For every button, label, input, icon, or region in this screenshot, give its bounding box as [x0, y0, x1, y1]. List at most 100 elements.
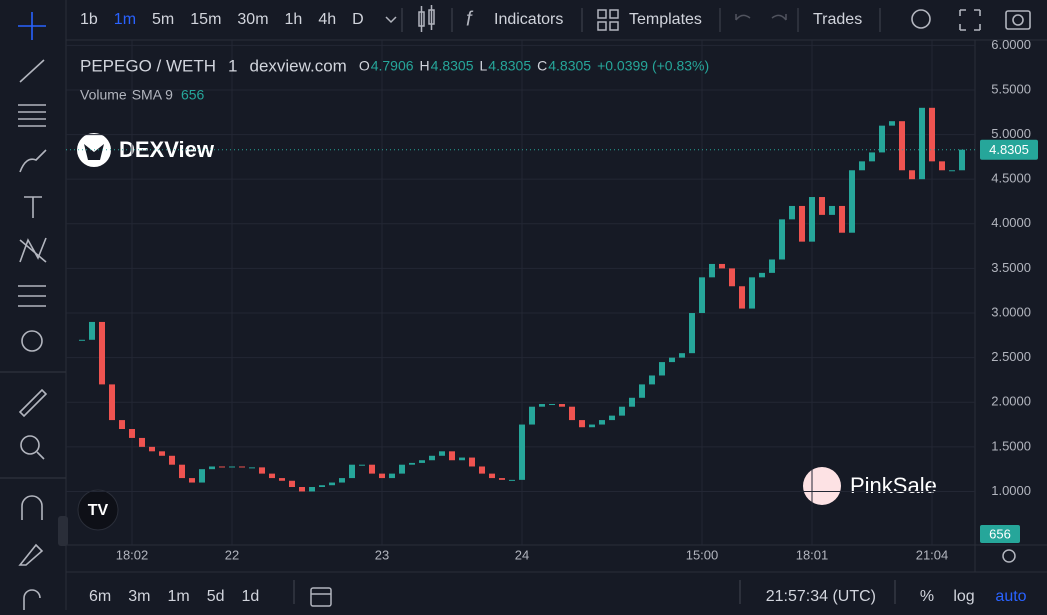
trades-button[interactable]: Trades: [813, 11, 862, 28]
crosshair-tool[interactable]: [18, 12, 46, 40]
indicators-button[interactable]: Indicators: [494, 11, 563, 28]
fib-tool[interactable]: [18, 104, 46, 127]
settings-button[interactable]: [911, 9, 931, 29]
volume-axis-label: 656: [989, 526, 1011, 541]
legend-c-label: C: [537, 58, 547, 74]
pattern-tool[interactable]: [19, 237, 47, 263]
candle: [729, 268, 735, 287]
candle: [379, 473, 385, 479]
interval-button[interactable]: 1h: [285, 11, 303, 28]
range-button[interactable]: 6m: [89, 588, 111, 605]
x-tick-label: 22: [225, 547, 239, 562]
candle: [529, 406, 535, 425]
candle: [489, 473, 495, 479]
undo-button[interactable]: [735, 14, 751, 21]
legend-symbol: PEPEGO / WETH: [80, 56, 216, 75]
interval-button[interactable]: 4h: [318, 11, 336, 28]
trendline-tool[interactable]: [19, 59, 45, 83]
candle: [619, 406, 625, 416]
legend-o-label: O: [359, 58, 370, 74]
interval-dropdown[interactable]: [385, 16, 397, 24]
candle: [929, 107, 935, 162]
legend-low: 4.8305: [488, 58, 531, 74]
tv-logo-text: TV: [88, 502, 109, 519]
y-tick-label: 4.5000: [991, 171, 1031, 186]
y-tick-label: 5.5000: [991, 81, 1031, 96]
candle: [599, 420, 605, 425]
candle: [879, 125, 885, 153]
pinksale-watermark: PinkSale: [850, 473, 937, 498]
legend-volume-label: Volume: [80, 87, 127, 103]
text-tool[interactable]: [24, 196, 42, 218]
interval-button[interactable]: D: [352, 11, 364, 28]
log-toggle[interactable]: log: [953, 588, 974, 605]
fullscreen-button[interactable]: [959, 9, 981, 31]
candle: [539, 404, 545, 407]
candle: [549, 404, 555, 406]
candle: [789, 205, 795, 220]
collapse-button[interactable]: [58, 516, 68, 546]
candle: [659, 362, 665, 376]
chart-type-button[interactable]: [418, 5, 435, 32]
snapshot-button[interactable]: [1005, 10, 1031, 30]
magnet-tool[interactable]: [21, 495, 43, 520]
range-button[interactable]: 5d: [207, 588, 225, 605]
candle: [819, 197, 825, 215]
candle: [509, 479, 515, 481]
candle: [259, 467, 265, 474]
candle: [349, 464, 355, 479]
y-tick-label: 1.0000: [991, 483, 1031, 498]
axis-settings[interactable]: [1002, 549, 1016, 563]
y-tick-label: 5.0000: [991, 126, 1031, 141]
candle: [179, 464, 185, 479]
candle: [269, 473, 275, 479]
zoom-tool[interactable]: [20, 435, 45, 460]
percent-toggle[interactable]: %: [920, 588, 934, 605]
prediction-tool[interactable]: [18, 285, 46, 307]
candle: [309, 487, 315, 492]
brush-tool[interactable]: [19, 149, 47, 173]
candle: [149, 446, 155, 452]
redo-button[interactable]: [771, 14, 787, 21]
templates-button[interactable]: Templates: [629, 11, 702, 28]
date-range-button[interactable]: [310, 587, 332, 607]
candle: [719, 263, 725, 269]
candle: [759, 272, 765, 278]
candle: [189, 478, 195, 483]
lock-tool[interactable]: [23, 589, 41, 610]
candle: [519, 424, 525, 480]
interval-button[interactable]: 5m: [152, 11, 174, 28]
legend-volume-value: 656: [181, 87, 205, 103]
left-toolbar: [0, 12, 66, 610]
dexview-logo: [84, 144, 104, 160]
candle: [869, 152, 875, 162]
x-tick-label: 24: [515, 547, 529, 562]
candle: [849, 170, 855, 233]
auto-toggle[interactable]: auto: [995, 588, 1026, 605]
candle: [809, 197, 815, 242]
range-button[interactable]: 1d: [242, 588, 260, 605]
legend-volume-sma: SMA 9: [132, 87, 173, 103]
emoji-tool[interactable]: [21, 330, 43, 352]
candle: [369, 464, 375, 474]
last-price-box: [980, 139, 1038, 160]
candle: [839, 205, 845, 233]
candle: [119, 420, 125, 430]
interval-button[interactable]: 1b: [80, 11, 98, 28]
legend-open: 4.7906: [371, 58, 414, 74]
candle: [329, 482, 335, 486]
range-button[interactable]: 3m: [128, 588, 150, 605]
candle: [299, 487, 305, 492]
interval-button[interactable]: 1m: [114, 11, 136, 28]
candle: [749, 277, 755, 309]
candle: [439, 451, 445, 456]
interval-button[interactable]: 15m: [190, 11, 221, 28]
range-button[interactable]: 1m: [167, 588, 189, 605]
lock-draw-tool[interactable]: [18, 543, 44, 566]
pinksale-logo: [803, 467, 841, 505]
ruler-tool[interactable]: [18, 388, 48, 418]
interval-button[interactable]: 30m: [237, 11, 268, 28]
candle: [419, 460, 425, 463]
candle: [899, 121, 905, 171]
